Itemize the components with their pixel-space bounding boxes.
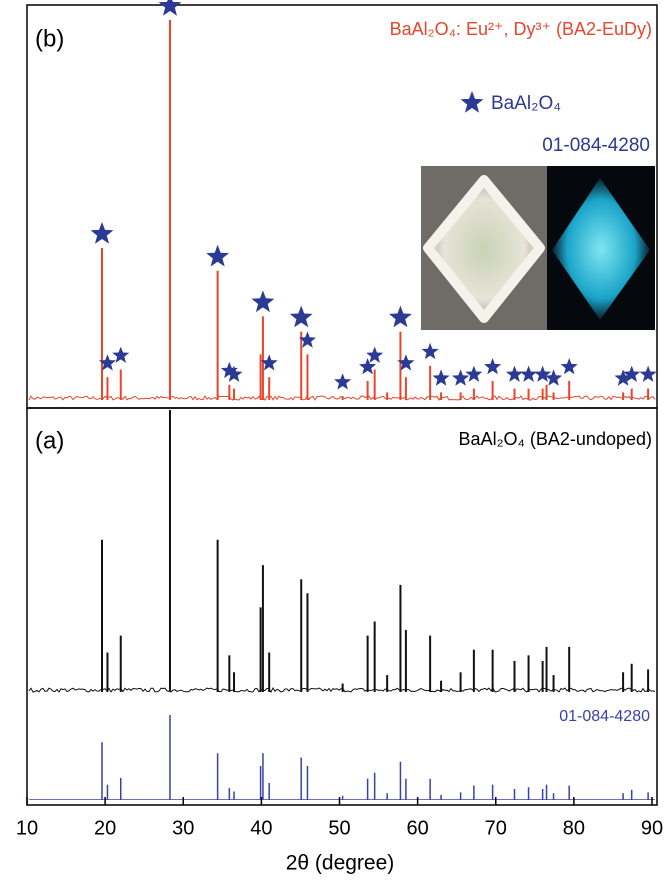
series-label: BaAl₂O₄: Eu²⁺, Dy³⁺ (BA2-EuDy) [390, 19, 652, 39]
star-marker [484, 358, 501, 374]
x-tick-label: 80 [563, 817, 585, 839]
star-marker [252, 290, 275, 312]
x-tick-label: 50 [328, 817, 350, 839]
star-marker [366, 347, 383, 363]
star-marker [506, 366, 523, 382]
panel-label: (b) [35, 25, 64, 52]
x-tick-label: 20 [94, 817, 116, 839]
marker-code: 01-084-4280 [542, 135, 650, 156]
series-label: 01-084-4280 [559, 708, 650, 725]
star-marker [465, 366, 482, 382]
star-marker [91, 222, 114, 244]
x-tick-label: 70 [485, 817, 507, 839]
star-marker [334, 373, 351, 389]
panel-label: (a) [35, 427, 64, 454]
star-marker [534, 366, 551, 382]
star-marker [206, 245, 229, 267]
series-label: BaAl₂O₄ (BA2-undoped) [459, 429, 652, 449]
x-tick-label: 30 [172, 817, 194, 839]
star-marker [389, 306, 412, 328]
star-marker [422, 343, 439, 359]
legend-star [461, 91, 484, 113]
x-tick-label: 90 [641, 817, 663, 839]
x-tick-label: 60 [407, 817, 429, 839]
marker-legend: BaAl₂O₄ [491, 93, 561, 114]
star-marker [640, 366, 657, 382]
photo-inset [421, 166, 655, 330]
star-marker [359, 358, 376, 374]
x-tick-label: 40 [250, 817, 272, 839]
star-marker [433, 369, 450, 385]
panel-a-frame [27, 408, 657, 805]
chart: (b) BaAl₂O₄: Eu²⁺, Dy³⁺ (BA2-EuDy) BaAl₂… [0, 0, 671, 887]
x-tick-label: 10 [16, 817, 38, 839]
star-marker [520, 366, 537, 382]
star-marker [290, 306, 313, 328]
star-marker [561, 358, 578, 374]
x-axis-title: 2θ (degree) [286, 852, 395, 875]
star-marker [159, 0, 182, 16]
